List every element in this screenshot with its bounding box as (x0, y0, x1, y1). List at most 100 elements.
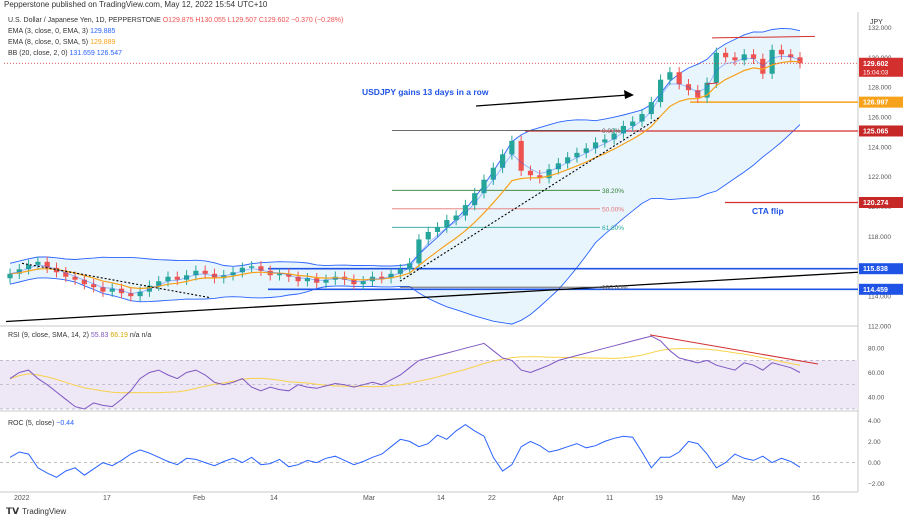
red-level2-badge-bg (859, 196, 903, 208)
candle-body (453, 215, 459, 221)
candle-body (611, 133, 617, 140)
candle-body (527, 170, 534, 176)
candle-body (25, 264, 32, 270)
symbol-title: U.S. Dollar / Japanese Yen, 1D, PEPPERST… (8, 17, 161, 24)
candle-body (499, 154, 506, 168)
candle-body (109, 288, 115, 292)
bollinger-bands (9, 27, 801, 325)
ema-lines (9, 55, 801, 294)
candle-body (304, 278, 311, 282)
candle-body (574, 152, 580, 158)
candle-body (63, 272, 69, 277)
bb-label: BB (20, close, 2, 0) (8, 50, 68, 57)
tradingview-logo-text: TradingView (22, 507, 67, 516)
annotations: USDJPY gains 13 days in a row CTA flip (21, 35, 816, 299)
candle-body (490, 167, 496, 180)
candle-body (100, 287, 106, 292)
candle-body (704, 82, 710, 98)
bollinger-lower (9, 124, 801, 325)
candle-body (555, 163, 561, 170)
candle-body (444, 220, 450, 228)
bb-values: 131.659 126.547 (69, 50, 123, 57)
rsi-ma-value: 66.19 (110, 332, 128, 339)
orange-level-badge-bg (859, 96, 903, 108)
ema3-legend[interactable]: EMA (3, close, 0, EMA, 3) 129.885 (8, 28, 115, 35)
roc-legend[interactable]: ROC (5, close) −0.44 (8, 420, 74, 427)
candle-body (221, 275, 227, 279)
candle-body (481, 179, 487, 194)
roc-tick: 0.00 (868, 460, 881, 467)
candle-body (249, 266, 255, 268)
candle-body (565, 157, 571, 164)
time-tick: Feb (193, 495, 205, 502)
last-price-badge-bg (859, 57, 903, 77)
candle-body (295, 276, 301, 282)
ema3-label: EMA (3, close, 0, EMA, 3) (8, 28, 89, 35)
ema8-legend[interactable]: EMA (8, close, 0, SMA, 5) 129.889 (8, 39, 115, 46)
red-top-line (711, 35, 816, 39)
tradingview-logo-icon: 𝗧𝗩 (6, 506, 20, 516)
candle-body (128, 293, 134, 297)
roc-value: −0.44 (56, 420, 74, 427)
candle-body (741, 54, 747, 61)
time-axis: 2022 17 Feb 14 Mar 14 22 Apr 11 19 May 16 (14, 495, 820, 502)
time-tick: Mar (363, 495, 376, 502)
bb-legend[interactable]: BB (20, close, 2, 0) 131.659 126.547 (8, 50, 122, 57)
candle-body (648, 102, 654, 115)
blue-level2-badge-text: 114.459 (863, 287, 888, 294)
time-tick: 14 (437, 495, 445, 502)
time-tick: 16 (812, 495, 820, 502)
candle-body (509, 140, 515, 155)
candle-body (323, 279, 329, 283)
red-level2-badge-text: 120.274 (863, 200, 888, 207)
candle-body (379, 276, 385, 279)
time-tick: Apr (553, 495, 565, 502)
candle-body (630, 121, 636, 126)
candle-body (44, 261, 50, 268)
candle-body (797, 57, 803, 64)
red-level1-badge-text: 125.065 (863, 128, 888, 135)
candle-body (416, 239, 422, 264)
candle-body (7, 273, 13, 279)
gains-arrow-line (475, 94, 629, 107)
red-small-line (705, 82, 719, 85)
candle-body (620, 125, 627, 134)
blue-level1-badge-bg (859, 263, 903, 275)
ema3-value: 129.885 (90, 28, 116, 35)
candle-body (667, 72, 673, 80)
candle-body (156, 281, 162, 286)
ohlc-values: O129.875 H130.055 L129.507 C129.602 −0.3… (162, 17, 344, 24)
red-level1-badge-bg (859, 125, 903, 137)
candle-body (788, 54, 794, 58)
candle-body (695, 90, 701, 98)
price-tick: 122.000 (868, 174, 892, 181)
rsi-value: 55.83 (90, 332, 109, 339)
published-line: Pepperstone published on TradingView.com… (4, 0, 268, 9)
rsi-tick: 60.00 (868, 370, 885, 377)
candle-body (657, 79, 664, 103)
time-tick: May (732, 495, 746, 502)
ema8-line (9, 60, 801, 290)
candle-body (769, 49, 775, 74)
fib-label: 50.00% (602, 206, 624, 213)
fib-label: 38.20% (602, 188, 624, 195)
candle-body (472, 193, 478, 206)
roc-panel: 4.00 2.00 0.00 −2.00 (0, 418, 885, 488)
candle-body (425, 231, 431, 240)
grid (0, 12, 859, 493)
candle-body (81, 279, 87, 285)
horizontal-levels: 0.00% 38.20% 50.00% 61.80% 100.00% (5, 101, 859, 323)
fib-label: 100.00% (602, 285, 628, 292)
orange-level-badge-text: 126.997 (863, 100, 888, 107)
ema8-label: EMA (8, close, 0, SMA, 5) (8, 39, 89, 46)
rsi-na: n/a n/a (129, 332, 152, 339)
candle-body (732, 57, 738, 61)
roc-tick: 4.00 (868, 418, 881, 425)
price-tick: 128.000 (868, 85, 892, 92)
bollinger-upper (9, 27, 801, 267)
dotted-trendline-2 (399, 116, 661, 282)
fib-label: 61.80% (602, 225, 624, 232)
blue-level1-badge-text: 115.838 (863, 266, 888, 273)
rsi-legend[interactable]: RSI (9, close, SMA, 14, 2) 55.83 66.19 n… (8, 332, 151, 339)
